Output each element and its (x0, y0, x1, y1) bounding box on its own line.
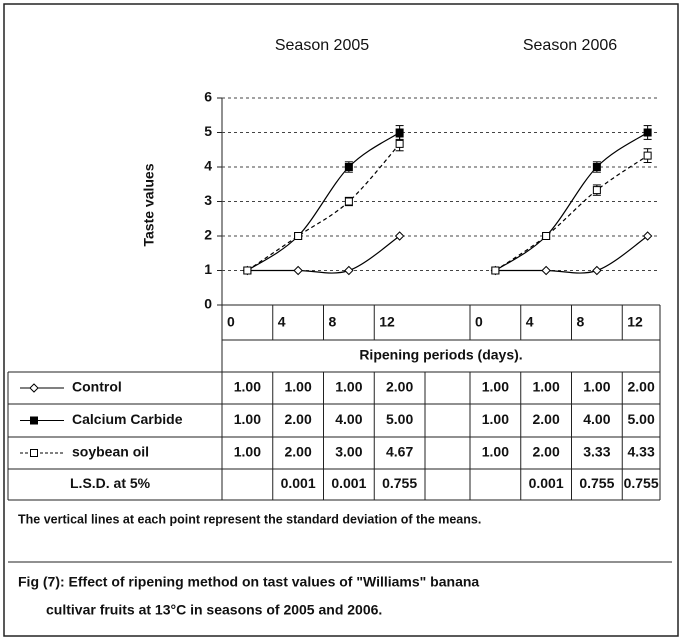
x-tick-label: 0 (475, 314, 483, 330)
legend-marker (29, 383, 39, 393)
table-cell: 2.00 (533, 411, 560, 427)
series-line (495, 235, 648, 274)
data-point (243, 266, 252, 275)
table-cell: 3.00 (335, 444, 362, 460)
x-axis-title: Ripening periods (days). (359, 347, 522, 363)
data-point (344, 197, 353, 206)
legend-label: Calcium Carbide (72, 411, 183, 427)
y-tick-label: 4 (204, 158, 212, 174)
legend-label: soybean oil (72, 444, 149, 460)
data-point (541, 265, 551, 276)
panel-title: Season 2006 (523, 37, 617, 54)
data-point (542, 232, 551, 240)
caption: Fig (7): Effect of ripening method on ta… (18, 574, 479, 590)
x-tick-label: 8 (329, 314, 337, 330)
legend-label: Control (72, 379, 122, 395)
table-cell: 2.00 (386, 379, 413, 395)
table-cell: 4.00 (583, 411, 610, 427)
y-tick-label: 3 (204, 192, 212, 208)
legend-marker (30, 416, 38, 425)
table-cell: 2.00 (285, 411, 312, 427)
table-cell: 4.67 (386, 444, 413, 460)
y-tick-label: 2 (204, 227, 212, 243)
series-line (247, 132, 400, 271)
table-cell: 4.00 (335, 411, 362, 427)
lsd-cell: 0.755 (382, 475, 417, 491)
table-cell: 1.00 (533, 379, 560, 395)
legend-marker (30, 449, 38, 457)
table-cell: 1.00 (482, 411, 509, 427)
lsd-cell: 0.755 (579, 475, 614, 491)
table-cell: 1.00 (234, 411, 261, 427)
table-cell: 1.00 (335, 379, 362, 395)
lsd-cell: 0.001 (529, 475, 564, 491)
table-cell: 1.00 (234, 379, 261, 395)
data-point (643, 151, 652, 160)
table-cell: 1.00 (234, 444, 261, 460)
table-cell: 1.00 (285, 379, 312, 395)
lsd-label: L.S.D. at 5% (70, 475, 151, 491)
y-tick-label: 6 (204, 89, 212, 105)
y-axis-title: Taste values (141, 163, 157, 246)
x-tick-label: 4 (526, 314, 534, 330)
y-tick-label: 0 (204, 296, 212, 312)
table-cell: 1.00 (583, 379, 610, 395)
lsd-cell: 0.755 (624, 475, 659, 491)
data-point (491, 266, 500, 275)
lsd-cell: 0.001 (331, 475, 366, 491)
data-point (643, 128, 652, 137)
data-point (592, 163, 601, 171)
frame (3, 3, 679, 637)
data-point (592, 186, 601, 195)
x-tick-label: 12 (627, 314, 643, 330)
data-point (344, 265, 354, 276)
panel-title: Season 2005 (275, 37, 369, 54)
table-cell: 1.00 (482, 444, 509, 460)
table-cell: 5.00 (386, 411, 413, 427)
table-cell: 3.33 (583, 444, 610, 460)
data-point (395, 139, 404, 148)
table-cell: 2.00 (628, 379, 655, 395)
data-point (395, 128, 404, 137)
table-cell: 2.00 (285, 444, 312, 460)
data-point (394, 231, 405, 241)
series-line (247, 235, 400, 274)
series-line (495, 132, 648, 271)
table-cell: 1.00 (482, 379, 509, 395)
table-cell: 4.33 (628, 444, 655, 460)
y-tick-label: 1 (204, 261, 212, 277)
data-point (592, 265, 602, 276)
data-point (294, 232, 303, 240)
lsd-cell: 0.001 (281, 475, 316, 491)
data-point (344, 163, 353, 171)
table-cell: 2.00 (533, 444, 560, 460)
x-tick-label: 8 (577, 314, 585, 330)
x-tick-label: 4 (278, 314, 286, 330)
y-tick-label: 5 (204, 123, 212, 139)
x-tick-label: 12 (379, 314, 395, 330)
note: The vertical lines at each point represe… (18, 512, 481, 526)
data-point (293, 265, 303, 276)
x-tick-label: 0 (227, 314, 235, 330)
series-line (247, 143, 401, 271)
series-line (495, 155, 648, 271)
caption: cultivar fruits at 13°C in seasons of 20… (46, 602, 382, 618)
table-cell: 5.00 (628, 411, 655, 427)
data-point (642, 231, 653, 241)
